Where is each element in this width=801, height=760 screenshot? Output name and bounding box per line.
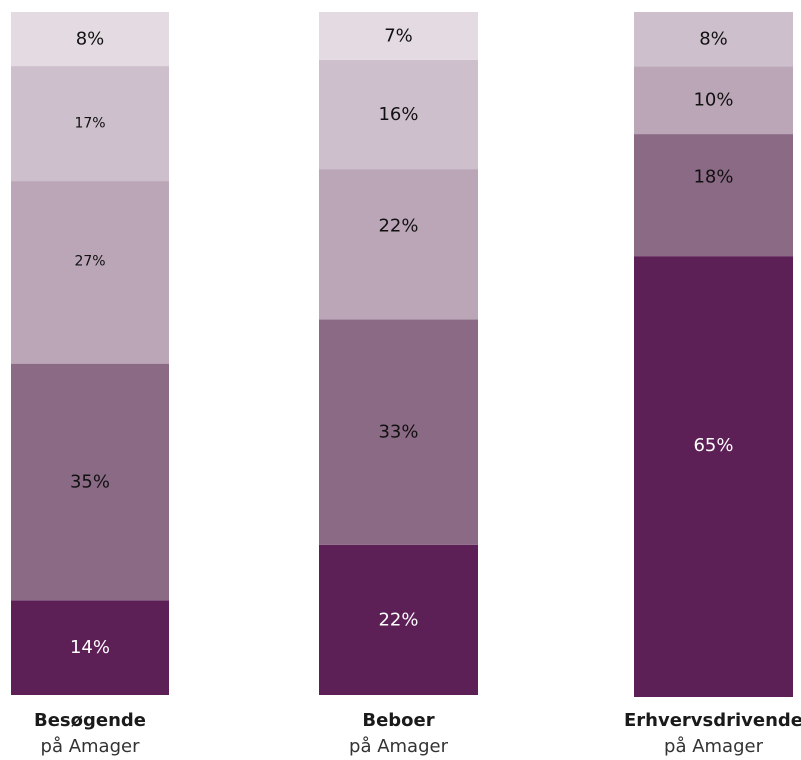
data-label: 7%: [384, 25, 413, 46]
bar-segment: [319, 169, 478, 320]
data-label: 22%: [378, 609, 418, 630]
bar-segment: [634, 134, 793, 257]
data-label: 33%: [378, 422, 418, 443]
bar-segment: [11, 600, 169, 695]
bar-segment: [634, 12, 793, 67]
category-title: Besøgende: [34, 710, 146, 731]
category-subtitle: på Amager: [349, 736, 449, 757]
bar-segment: [11, 12, 169, 67]
data-label: 14%: [70, 637, 110, 658]
bar-segment: [319, 544, 478, 695]
data-label: 17%: [74, 116, 105, 132]
category-title: Beboer: [362, 710, 434, 731]
bar-segment: [11, 363, 169, 601]
data-label: 22%: [378, 216, 418, 237]
bar-segment: [319, 59, 478, 170]
bar-segment: [11, 66, 169, 182]
data-label: 8%: [699, 29, 728, 50]
data-label: 65%: [693, 435, 733, 456]
data-label: 8%: [76, 29, 105, 50]
data-label: 10%: [693, 90, 733, 111]
category-title: Erhvervsdrivende: [624, 710, 801, 731]
data-label: 18%: [693, 166, 733, 187]
data-label: 27%: [74, 253, 105, 269]
data-label: 35%: [70, 471, 110, 492]
bar-segment: [319, 319, 478, 545]
bar-segment: [634, 66, 793, 135]
data-label: 16%: [378, 104, 418, 125]
bar-segment: [319, 12, 478, 60]
category-subtitle: på Amager: [41, 736, 141, 757]
category-subtitle: på Amager: [664, 736, 764, 757]
bar-segment: [634, 256, 793, 697]
bar-segment: [11, 181, 169, 364]
